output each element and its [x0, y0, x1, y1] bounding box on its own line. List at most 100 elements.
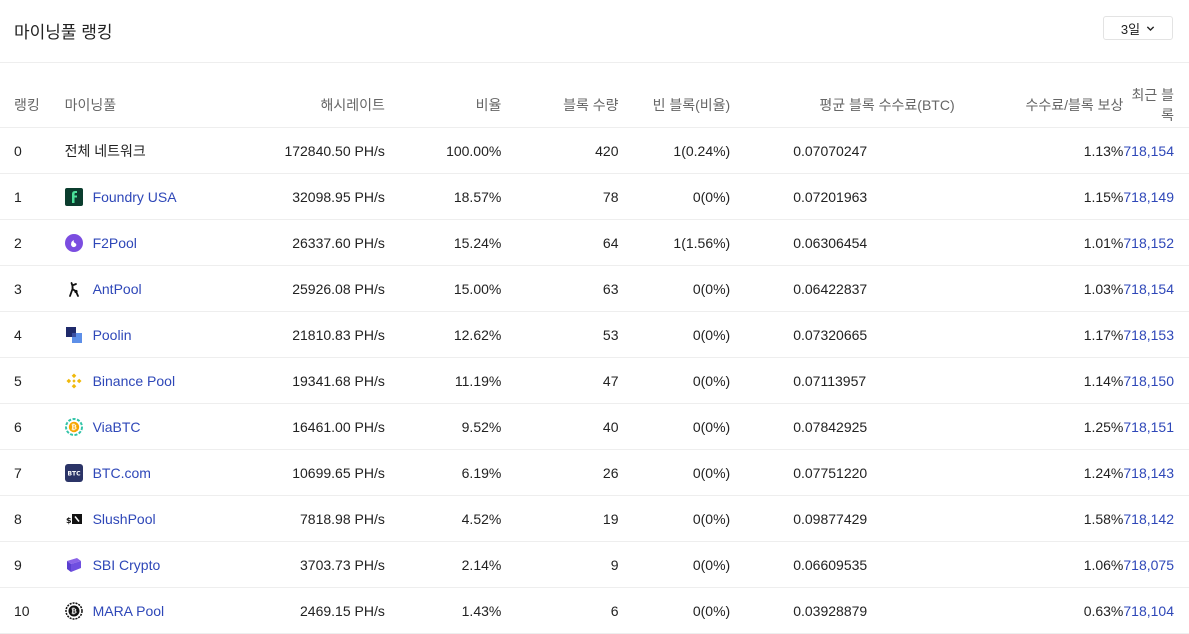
rank-cell: 2 [0, 219, 65, 266]
latest-block-link[interactable]: 718,151 [1123, 418, 1174, 435]
foundry-usa-icon [64, 187, 83, 206]
blocks-cell: 78 [501, 173, 619, 220]
pool-name-link[interactable]: ViaBTC [92, 418, 141, 435]
pool-name-link[interactable]: Binance Pool [92, 372, 176, 389]
fee-reward-ratio-cell: 1.13% [954, 127, 1124, 174]
viabtc-icon: ₿ [64, 417, 83, 436]
pool-name-link[interactable]: Poolin [92, 326, 132, 343]
empty-blocks-cell: 0(0%) [618, 587, 731, 634]
btc-com-icon: BTC [64, 463, 83, 482]
fee-reward-ratio-cell: 0.63% [954, 587, 1124, 634]
pool-cell-content: SBI Crypto [65, 556, 217, 574]
blocks-cell: 47 [501, 357, 619, 404]
table-row: 7 BTC BTC.com 10699.65 PH/s 6.19% 26 0(0%… [0, 449, 1189, 496]
latest-block-link[interactable]: 718,143 [1123, 464, 1174, 481]
latest-block-link[interactable]: 718,150 [1123, 372, 1174, 389]
hashrate-cell: 16461.00 PH/s [217, 403, 385, 450]
blocks-cell: 26 [501, 449, 619, 496]
table-row: 8 $ SlushPool 7818.98 PH/s 4.52% 19 0(0%)… [0, 495, 1189, 542]
column-header-rank: 랭킹 [0, 82, 65, 128]
period-label: 3일 [1120, 21, 1141, 37]
period-dropdown[interactable]: 3일 [1103, 16, 1173, 40]
table-header-row: 랭킹 마이닝풀 해시레이트 비율 블록 수량 빈 블록(비율) 평균 블록 수수… [0, 82, 1189, 128]
column-header-hashrate: 해시레이트 [217, 82, 385, 128]
page-header: 마이닝풀 랭킹 3일 [0, 0, 1189, 63]
blocks-cell: 40 [501, 403, 619, 450]
empty-blocks-cell: 1(0.24%) [618, 127, 731, 174]
pool-cell-content: ₿ ViaBTC [64, 417, 217, 436]
fee-reward-ratio-cell: 1.25% [954, 403, 1124, 450]
table-row: 10 ₿ MARA Pool 2469.15 PH/s 1.43% 6 0(0%)… [0, 587, 1189, 634]
rank-cell: 5 [0, 357, 65, 404]
pool-cell-content: Binance Pool [65, 372, 217, 390]
fee-reward-ratio-cell: 1.17% [954, 311, 1124, 358]
svg-text:BTC: BTC [67, 470, 81, 477]
pool-cell: Poolin [64, 311, 218, 358]
hashrate-cell: 32098.95 PH/s [217, 173, 385, 220]
slushpool-icon: $ [65, 510, 83, 528]
column-header-ratio: 비율 [384, 82, 502, 128]
hashrate-cell: 10699.65 PH/s [217, 449, 385, 496]
svg-text:₿: ₿ [71, 607, 77, 615]
latest-block-link[interactable]: 718,152 [1123, 234, 1174, 251]
avg-fee-cell: 0.07751220 [730, 449, 955, 496]
empty-blocks-cell: 0(0%) [618, 541, 731, 588]
ratio-cell: 2.14% [384, 541, 502, 588]
blocks-cell: 63 [501, 265, 619, 312]
ratio-cell: 15.00% [384, 265, 502, 312]
rank-cell: 6 [0, 403, 65, 450]
latest-block-link[interactable]: 718,104 [1123, 602, 1174, 619]
latest-block-cell: 718,104 [1123, 587, 1189, 634]
pool-name-link[interactable]: MARA Pool [92, 602, 165, 619]
avg-fee-cell: 0.06306454 [730, 219, 955, 266]
ratio-cell: 12.62% [384, 311, 502, 358]
hashrate-cell: 3703.73 PH/s [217, 541, 385, 588]
avg-fee-cell: 0.06422837 [730, 265, 955, 312]
latest-block-link[interactable]: 718,153 [1123, 326, 1174, 343]
binance-pool-icon [65, 372, 83, 390]
pool-name-link[interactable]: AntPool [92, 280, 142, 297]
f2pool-icon [64, 233, 83, 252]
pool-cell-content: F2Pool [64, 233, 217, 252]
latest-block-link[interactable]: 718,149 [1123, 188, 1174, 205]
pool-cell: F2Pool [64, 219, 218, 266]
chevron-down-icon [1146, 25, 1155, 31]
avg-fee-cell: 0.09877429 [730, 495, 955, 542]
ratio-cell: 100.00% [384, 127, 502, 174]
pool-cell-content: Foundry USA [64, 187, 217, 206]
rank-cell: 8 [0, 495, 65, 542]
pool-name-link[interactable]: SlushPool [92, 510, 156, 527]
pool-name-link[interactable]: Foundry USA [92, 188, 177, 205]
column-header-empty-blocks: 빈 블록(비율) [618, 82, 731, 128]
ratio-cell: 9.52% [384, 403, 502, 450]
avg-fee-cell: 0.07320665 [730, 311, 955, 358]
pool-name-link[interactable]: SBI Crypto [92, 556, 161, 573]
latest-block-cell: 718,150 [1123, 357, 1189, 404]
avg-fee-cell: 0.06609535 [730, 541, 955, 588]
latest-block-link[interactable]: 718,075 [1123, 556, 1174, 573]
pool-cell-content: ₿ MARA Pool [64, 601, 217, 620]
pool-cell: Binance Pool [64, 357, 218, 404]
empty-blocks-cell: 0(0%) [618, 357, 731, 404]
pool-name-link[interactable]: F2Pool [92, 234, 137, 251]
fee-reward-ratio-cell: 1.03% [954, 265, 1124, 312]
latest-block-link[interactable]: 718,154 [1123, 280, 1174, 297]
column-header-avg-fee: 평균 블록 수수료(BTC) [730, 82, 955, 128]
latest-block-link[interactable]: 718,154 [1123, 142, 1174, 159]
ratio-cell: 4.52% [384, 495, 502, 542]
ratio-cell: 6.19% [384, 449, 502, 496]
table-row: 4 Poolin 21810.83 PH/s 12.62% 53 0(0%) 0… [0, 311, 1189, 358]
table-row: 6 ₿ ViaBTC 16461.00 PH/s 9.52% 40 0(0%) 0… [0, 403, 1189, 450]
ratio-cell: 15.24% [384, 219, 502, 266]
svg-text:$: $ [66, 516, 72, 525]
column-header-latest-block: 최근 블록 [1123, 82, 1189, 128]
latest-block-cell: 718,151 [1123, 403, 1189, 450]
poolin-icon [65, 326, 83, 344]
latest-block-cell: 718,154 [1123, 127, 1189, 174]
blocks-cell: 53 [501, 311, 619, 358]
pool-cell-content: 전체 네트워크 [65, 141, 217, 161]
pool-name-link[interactable]: BTC.com [92, 464, 151, 481]
fee-reward-ratio-cell: 1.58% [954, 495, 1124, 542]
pool-cell: ₿ MARA Pool [64, 587, 218, 634]
latest-block-link[interactable]: 718,142 [1123, 510, 1174, 527]
